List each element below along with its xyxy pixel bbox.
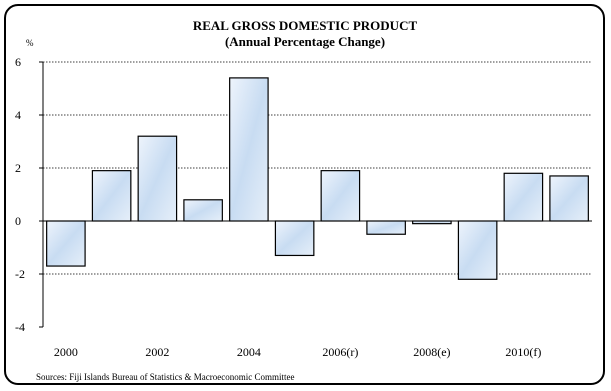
bars — [46, 77, 589, 280]
y-tick-label: -4 — [15, 320, 25, 334]
bar-2011 — [549, 175, 589, 222]
chart-subtitle: (Annual Percentage Change) — [225, 34, 385, 49]
axes — [39, 61, 592, 328]
x-tick-label: 2008(e) — [413, 345, 450, 359]
y-tick-labels: -4 -2 0 2 4 6 — [15, 55, 25, 334]
bar-2010(f) — [503, 172, 544, 222]
x-tick-labels: 2000 2002 2004 2006(r) 2008(e) 2010(f) — [54, 345, 542, 359]
x-tick-label: 2010(f) — [505, 345, 541, 359]
bar-2005 — [274, 220, 315, 257]
source-note: Sources: Fiji Islands Bureau of Statisti… — [36, 372, 294, 382]
x-tick-label: 2004 — [237, 345, 261, 359]
bar-2006(r) — [320, 170, 361, 222]
chart-title: REAL GROSS DOMESTIC PRODUCT — [193, 18, 418, 33]
y-tick-label: 4 — [15, 108, 21, 122]
x-tick-label: 2002 — [145, 345, 169, 359]
bar-2009 — [457, 220, 498, 280]
bar-2000 — [46, 220, 86, 267]
bar-2004 — [229, 77, 269, 222]
x-tick-label: 2000 — [54, 345, 78, 359]
y-tick-label: -2 — [15, 267, 25, 281]
bar-2007 — [366, 220, 406, 235]
y-tick-label: 0 — [15, 214, 21, 228]
x-tick-label: 2006(r) — [322, 345, 358, 359]
y-axis-unit: % — [26, 38, 34, 48]
grid-lines — [43, 61, 592, 275]
bar-2003 — [183, 199, 223, 222]
y-tick-label: 2 — [15, 161, 21, 175]
bar-2001 — [91, 170, 132, 222]
y-tick-label: 6 — [15, 55, 21, 69]
bar-2002 — [137, 135, 178, 222]
